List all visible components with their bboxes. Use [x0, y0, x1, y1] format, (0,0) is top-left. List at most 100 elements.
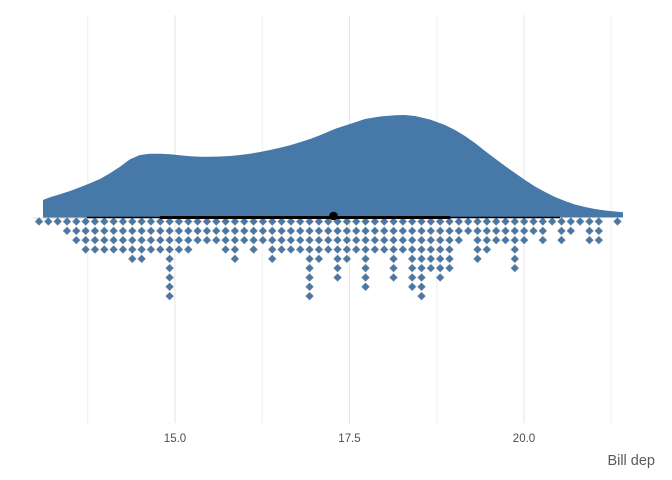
data-dot — [463, 226, 473, 236]
data-dot — [249, 245, 258, 254]
data-dot — [389, 226, 398, 236]
data-dot — [594, 217, 604, 226]
data-dot — [202, 217, 212, 226]
data-dot — [333, 273, 342, 282]
data-dot — [314, 217, 324, 226]
data-dot — [81, 217, 91, 226]
data-dot — [538, 217, 548, 226]
data-dot — [473, 245, 482, 254]
data-dot — [323, 245, 333, 254]
data-dot — [286, 235, 296, 245]
data-dot — [314, 226, 324, 236]
data-dot — [445, 254, 454, 264]
data-dot — [473, 217, 482, 226]
data-dot — [146, 245, 156, 254]
data-dot — [342, 254, 352, 264]
data-dot — [314, 235, 324, 245]
data-dot — [305, 235, 314, 245]
data-dot — [109, 217, 119, 226]
data-dot — [174, 226, 184, 236]
data-dot — [81, 245, 91, 254]
data-dot — [286, 217, 296, 226]
data-dot — [286, 226, 296, 236]
data-dot — [594, 235, 604, 245]
data-dot — [389, 263, 398, 273]
data-dot — [407, 245, 417, 254]
data-dot — [267, 254, 277, 264]
data-dot — [594, 226, 604, 236]
data-dot — [295, 235, 305, 245]
data-dot — [137, 245, 147, 254]
data-dot — [165, 226, 175, 236]
data-dot — [230, 235, 240, 245]
data-dot — [183, 226, 193, 236]
data-dot — [277, 226, 286, 236]
data-dot — [407, 254, 417, 264]
data-dot — [435, 273, 445, 282]
data-dot — [314, 254, 324, 264]
data-dot — [389, 217, 398, 226]
data-dot — [249, 226, 258, 236]
data-dot — [99, 245, 109, 254]
data-dot — [127, 254, 137, 264]
data-dot — [146, 235, 156, 245]
data-dot — [398, 217, 408, 226]
data-dot — [389, 254, 398, 264]
data-dot — [305, 226, 314, 236]
data-dot — [230, 254, 240, 264]
data-dot — [501, 226, 510, 236]
data-dot — [118, 217, 128, 226]
data-dot — [417, 254, 426, 264]
median-point — [329, 211, 338, 221]
data-dot — [557, 217, 566, 226]
data-dot — [127, 217, 137, 226]
data-dot — [473, 235, 482, 245]
data-dot — [361, 263, 370, 273]
data-dot — [519, 226, 529, 236]
data-dot — [305, 245, 314, 254]
data-dot — [482, 235, 492, 245]
data-dot — [417, 235, 426, 245]
data-dot — [435, 235, 445, 245]
data-dot — [221, 217, 230, 226]
data-dot — [258, 217, 268, 226]
data-dot — [155, 235, 165, 245]
data-dot — [267, 217, 277, 226]
data-dot — [510, 254, 520, 264]
data-dot — [62, 217, 72, 226]
data-dot — [445, 263, 454, 273]
data-dot — [118, 235, 128, 245]
data-dot — [295, 217, 305, 226]
data-dot — [34, 217, 44, 226]
data-dot — [333, 245, 342, 254]
data-dot — [407, 282, 417, 292]
data-dot — [81, 226, 91, 236]
data-dot — [118, 226, 128, 236]
data-dot — [137, 254, 147, 264]
data-dot — [99, 235, 109, 245]
data-dot — [165, 235, 175, 245]
data-dot — [165, 273, 175, 282]
data-dot — [90, 217, 100, 226]
data-dot — [585, 226, 594, 236]
data-dot — [473, 226, 482, 236]
data-dot — [305, 217, 314, 226]
data-dot — [585, 235, 594, 245]
data-dot — [426, 235, 436, 245]
data-dot — [426, 226, 436, 236]
data-dot — [407, 263, 417, 273]
data-dot — [510, 217, 520, 226]
data-dot — [501, 235, 510, 245]
data-dot — [286, 245, 296, 254]
data-dot — [137, 235, 147, 245]
data-dot — [426, 217, 436, 226]
data-dot — [221, 235, 230, 245]
data-dot — [71, 217, 81, 226]
data-dot — [538, 226, 548, 236]
data-dot — [193, 235, 202, 245]
data-dot — [519, 217, 529, 226]
data-dot — [361, 245, 370, 254]
data-dot — [361, 226, 370, 236]
data-dot — [370, 226, 380, 236]
